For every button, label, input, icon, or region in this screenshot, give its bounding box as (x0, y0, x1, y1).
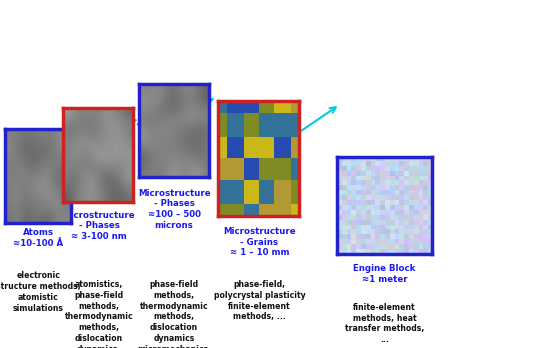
Text: electronic
structure methods,
atomistic
simulations: electronic structure methods, atomistic … (0, 271, 81, 313)
Text: Microstructure
- Grains
≈ 1 – 10 mm: Microstructure - Grains ≈ 1 – 10 mm (223, 227, 296, 258)
Text: Atoms
≈10-100 Å: Atoms ≈10-100 Å (13, 228, 63, 248)
Text: 0.5 μm: 0.5 μm (72, 192, 91, 197)
Text: Microstructure
- Phases
≈ 3-100 nm: Microstructure - Phases ≈ 3-100 nm (63, 211, 135, 241)
Text: finite-element
methods, heat
transfer methods,
...: finite-element methods, heat transfer me… (345, 303, 424, 344)
Text: phase-field,
polycrystal plasticity
finite-element
methods, ...: phase-field, polycrystal plasticity fini… (214, 280, 305, 322)
Text: atomistics,
phase-field
methods,
thermodynamic
methods,
dislocation
dynamics,: atomistics, phase-field methods, thermod… (65, 280, 133, 348)
Text: Engine Block
≈1 meter: Engine Block ≈1 meter (354, 264, 416, 284)
Text: phase-field
methods,
thermodynamic
methods,
dislocation
dynamics
micromechanics,: phase-field methods, thermodynamic metho… (137, 280, 211, 348)
Text: Microstructure
- Phases
≈100 – 500
microns: Microstructure - Phases ≈100 – 500 micro… (138, 189, 211, 230)
Text: 50 Å: 50 Å (15, 209, 28, 214)
